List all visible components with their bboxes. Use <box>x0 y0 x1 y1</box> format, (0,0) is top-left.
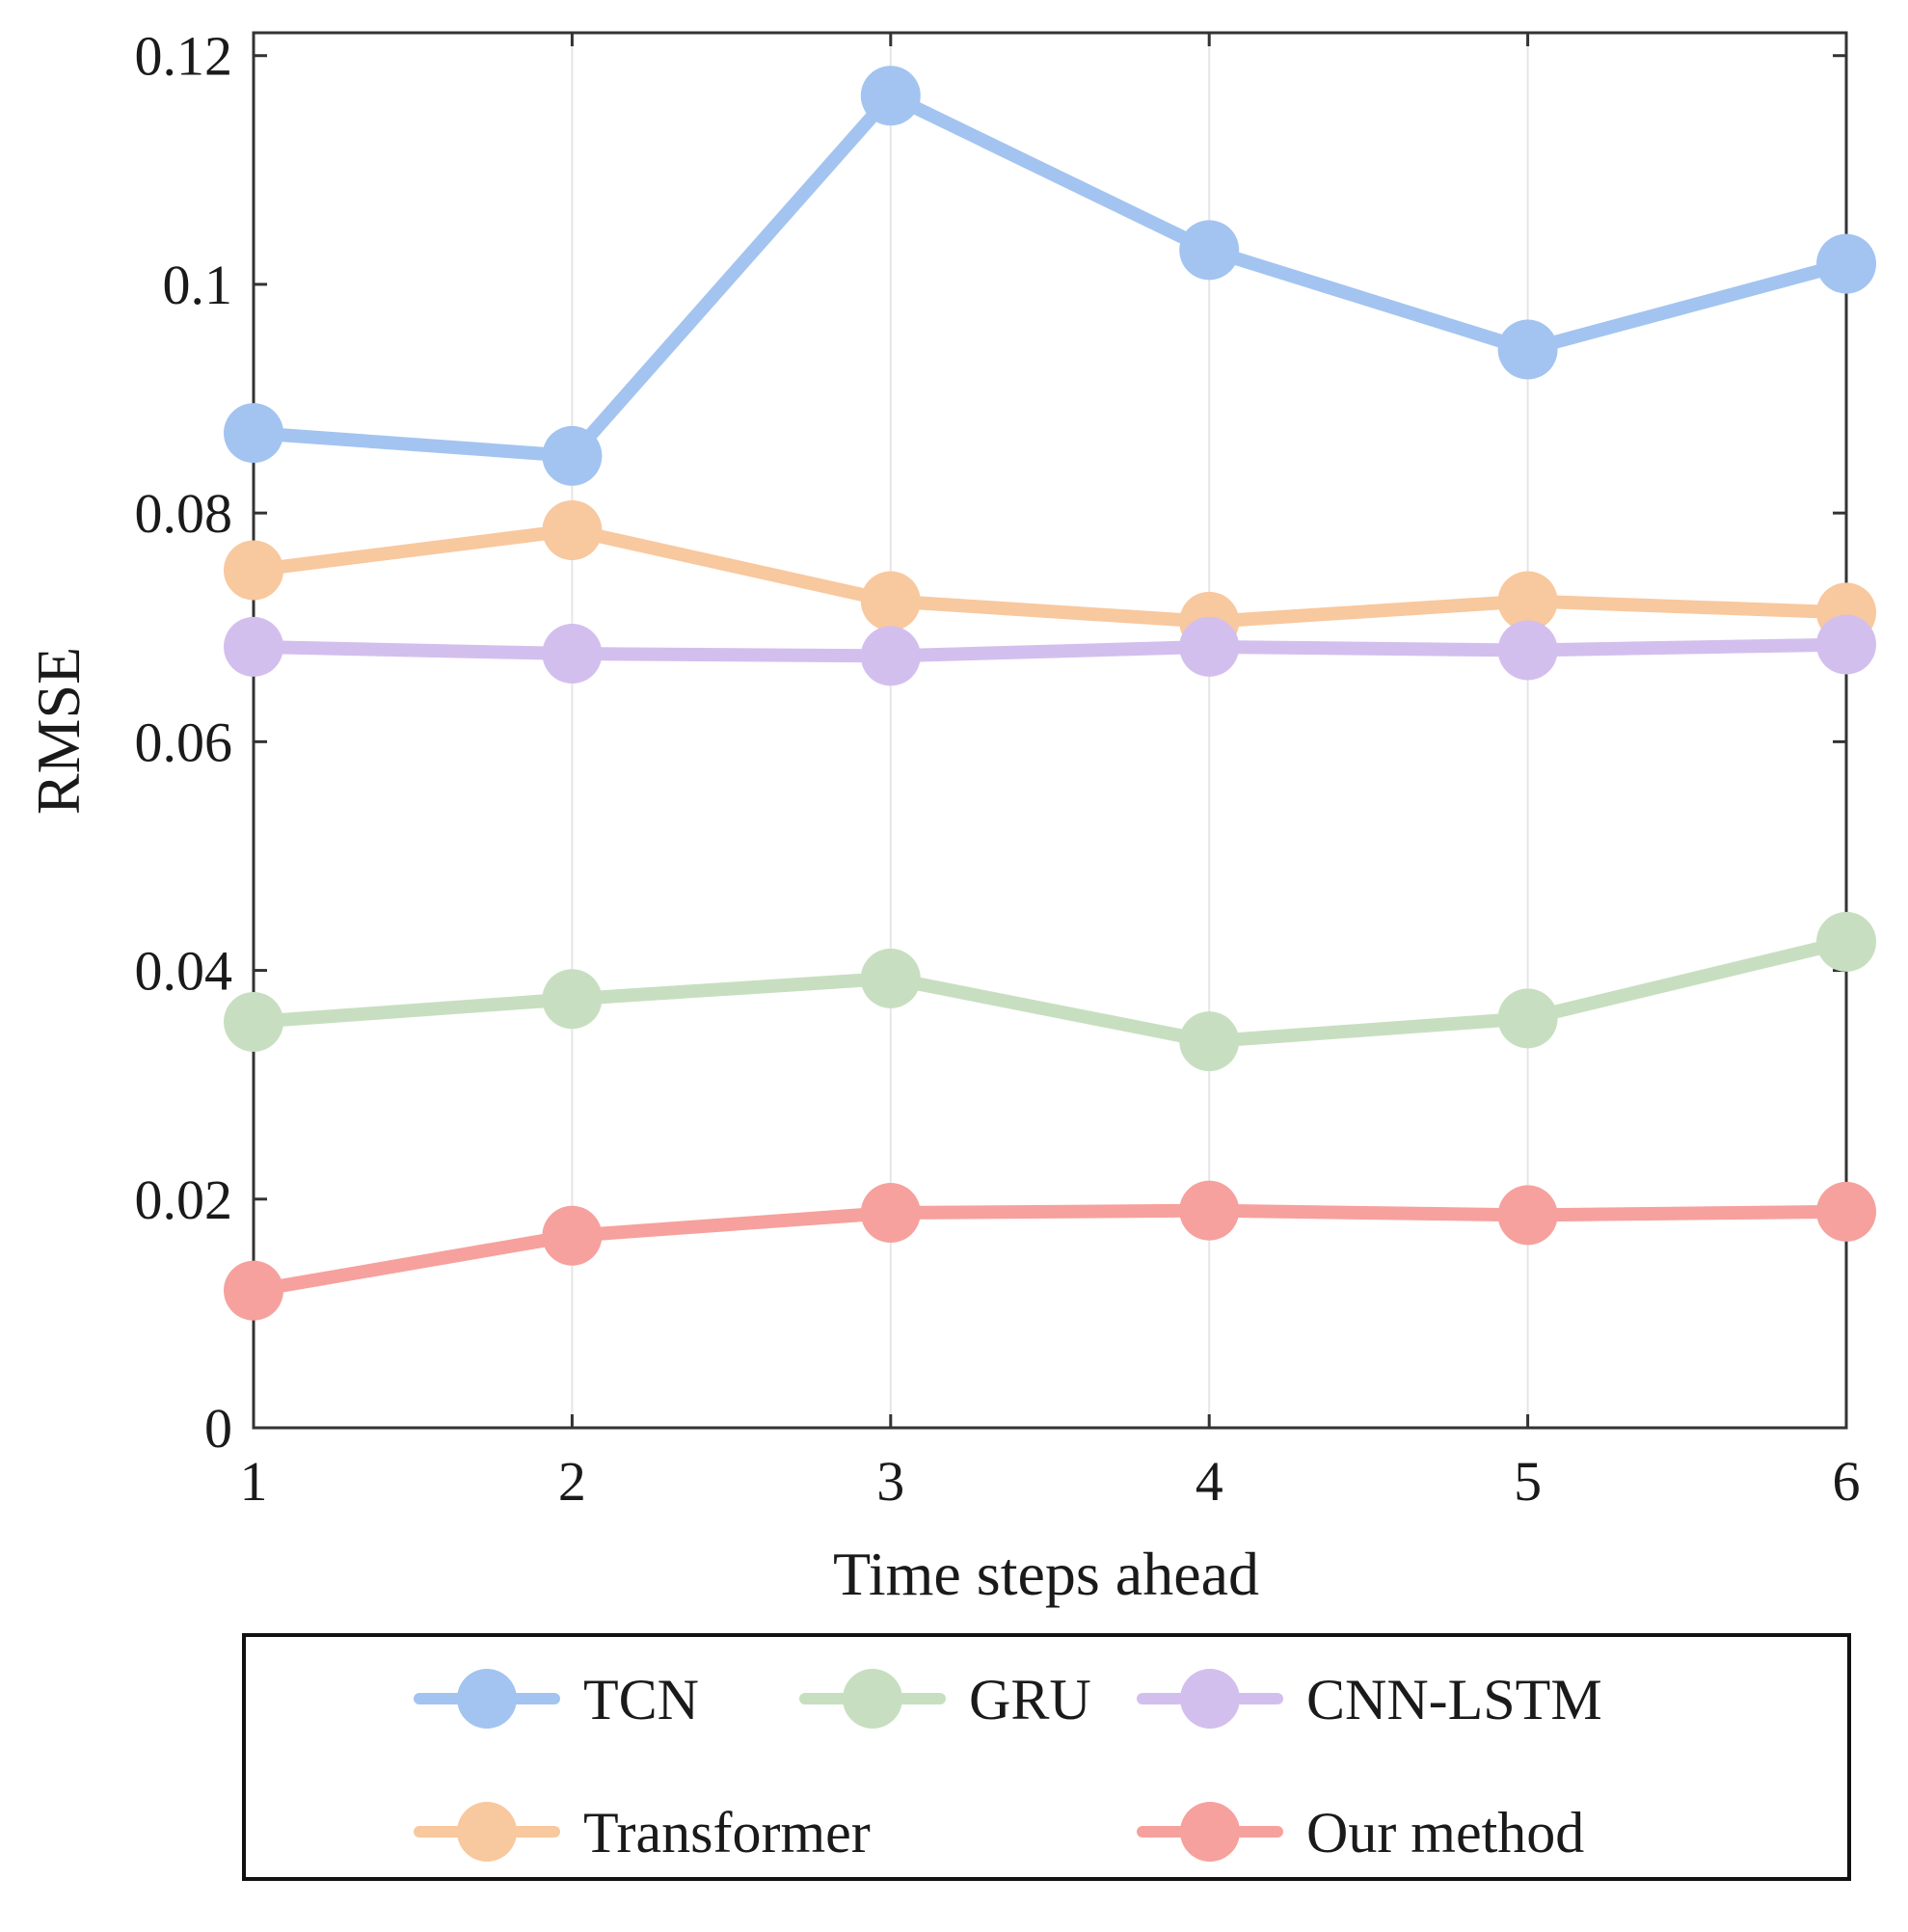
legend-swatch-marker-tcn <box>457 1669 517 1729</box>
point-our-method-5 <box>1497 1185 1558 1246</box>
legend: TCN GRU CNN-LSTM Transformer Our method <box>242 1633 1851 1881</box>
point-transformer-3 <box>860 571 921 631</box>
point-tcn-3 <box>860 66 921 126</box>
legend-item-gru: GRU <box>799 1668 1091 1731</box>
point-our-method-4 <box>1179 1180 1240 1241</box>
point-gru-4 <box>1179 1011 1240 1072</box>
point-tcn-6 <box>1816 233 1876 294</box>
legend-item-cnn-lstm: CNN-LSTM <box>1137 1668 1602 1731</box>
point-gru-2 <box>542 969 603 1030</box>
point-our-method-6 <box>1816 1181 1876 1242</box>
series-our-method <box>224 1180 1876 1321</box>
series-line-our-method <box>247 1203 1853 1298</box>
point-transformer-2 <box>542 499 603 560</box>
point-gru-6 <box>1816 911 1876 972</box>
series-tcn <box>224 66 1876 486</box>
x-tick-label-3: 3 <box>876 1450 904 1513</box>
legend-swatch-marker-transformer <box>457 1802 517 1862</box>
point-gru-5 <box>1497 988 1558 1049</box>
x-axis-title: Time steps ahead <box>833 1540 1259 1608</box>
x-tick-label-2: 2 <box>558 1450 586 1513</box>
point-gru-1 <box>224 991 283 1052</box>
point-tcn-1 <box>224 403 283 464</box>
y-tick-label-0.02: 0.02 <box>135 1168 233 1231</box>
y-tick-label-0.06: 0.06 <box>135 711 233 773</box>
series-gru <box>224 911 1876 1072</box>
legend-label-cnn-lstm: CNN-LSTM <box>1306 1668 1602 1731</box>
x-tick-label-4: 4 <box>1196 1450 1223 1513</box>
y-tick-label-0.1: 0.1 <box>163 254 233 316</box>
series-line-cnn-lstm <box>247 637 1853 663</box>
point-our-method-1 <box>224 1260 283 1321</box>
y-tick-label-0.08: 0.08 <box>135 482 233 545</box>
tick-labels: 1 2 3 4 5 6 0 0.02 0.04 0.06 0.08 0.1 0.12 <box>135 25 1861 1513</box>
legend-label-gru: GRU <box>969 1668 1091 1731</box>
legend-item-tcn: TCN <box>414 1668 699 1731</box>
point-cnn-lstm-1 <box>224 616 283 677</box>
legend-swatch-marker-cnn-lstm <box>1180 1669 1240 1729</box>
plot-area-frame <box>252 31 1848 1430</box>
legend-label-transformer: Transformer <box>583 1801 871 1865</box>
point-gru-3 <box>860 948 921 1008</box>
y-axis-title: RMSE <box>24 647 93 815</box>
series-cnn-lstm <box>224 614 1876 686</box>
series-line-tcn <box>247 89 1853 463</box>
x-tick-label-1: 1 <box>240 1450 268 1513</box>
point-cnn-lstm-3 <box>860 626 921 686</box>
point-cnn-lstm-4 <box>1179 616 1240 677</box>
point-our-method-3 <box>860 1183 921 1244</box>
point-tcn-5 <box>1497 319 1558 380</box>
legend-swatch-marker-gru <box>843 1669 902 1729</box>
y-tick-label-0.12: 0.12 <box>135 25 233 88</box>
legend-item-our-method: Our method <box>1137 1801 1584 1865</box>
x-tick-label-6: 6 <box>1833 1450 1861 1513</box>
legend-swatch-marker-our-method <box>1180 1802 1240 1862</box>
point-transformer-5 <box>1497 571 1558 631</box>
series-line-gru <box>247 934 1853 1049</box>
series-line-transformer <box>247 523 1853 629</box>
series-transformer <box>224 499 1876 652</box>
point-tcn-4 <box>1179 220 1240 281</box>
series-layer <box>224 66 1876 1321</box>
x-tick-label-5: 5 <box>1514 1450 1542 1513</box>
point-cnn-lstm-6 <box>1816 614 1876 675</box>
point-cnn-lstm-5 <box>1497 620 1558 681</box>
legend-item-transformer: Transformer <box>414 1801 871 1865</box>
point-our-method-2 <box>542 1205 603 1266</box>
y-tick-label-0.04: 0.04 <box>135 940 233 1003</box>
y-tick-label-0: 0 <box>204 1397 232 1460</box>
legend-label-our-method: Our method <box>1306 1801 1584 1865</box>
point-tcn-2 <box>542 425 603 486</box>
point-transformer-1 <box>224 540 283 601</box>
legend-label-tcn: TCN <box>583 1668 699 1731</box>
point-cnn-lstm-2 <box>542 624 603 684</box>
